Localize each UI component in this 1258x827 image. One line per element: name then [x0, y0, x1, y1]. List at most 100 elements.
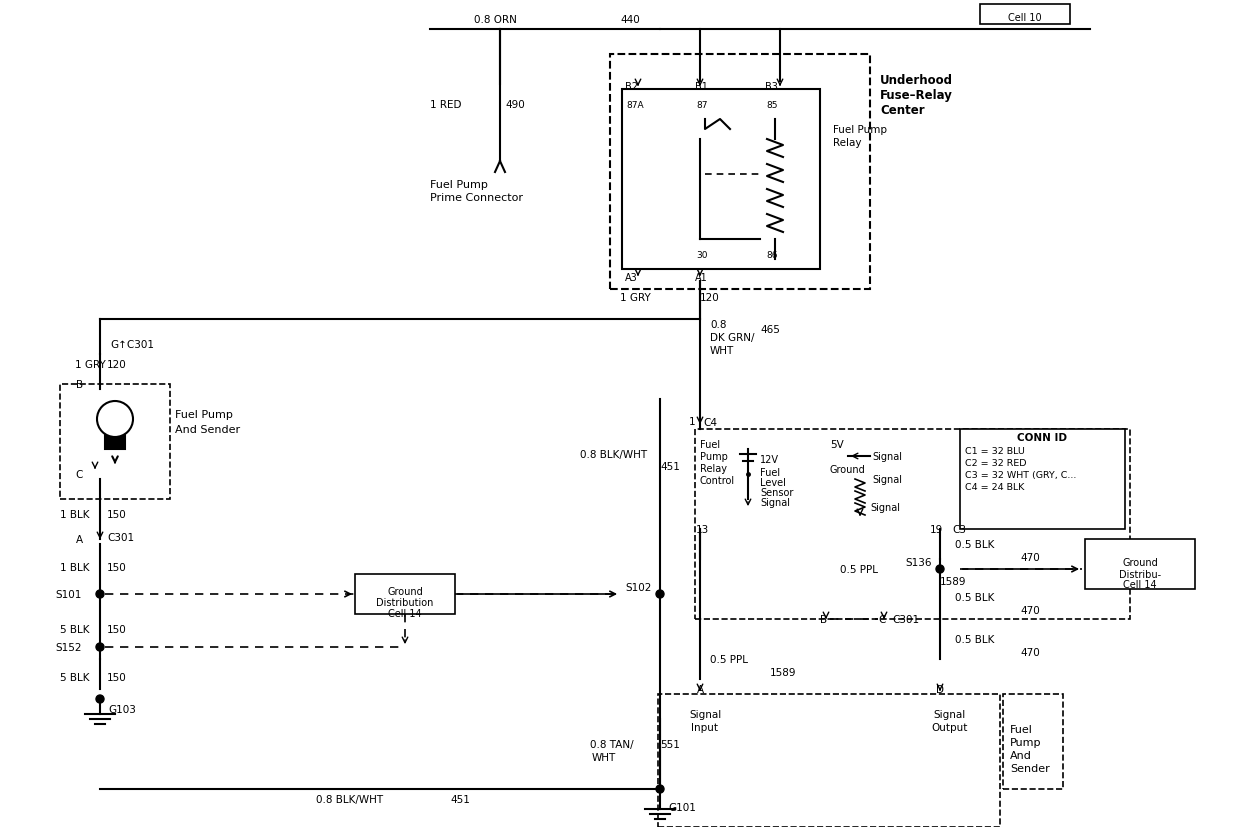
Text: 470: 470	[1020, 605, 1040, 615]
Text: 0.5 BLK: 0.5 BLK	[955, 539, 994, 549]
Text: Ground: Ground	[830, 465, 866, 475]
Text: 0.8 TAN/: 0.8 TAN/	[590, 739, 634, 749]
Bar	[694, 429, 1130, 619]
Text: Prime Connector: Prime Connector	[430, 193, 523, 203]
Text: B: B	[820, 614, 827, 624]
Text: 1589: 1589	[940, 576, 966, 586]
Text: S102: S102	[625, 582, 652, 592]
Text: 5 BLK: 5 BLK	[60, 624, 89, 634]
Circle shape	[655, 785, 664, 793]
Text: G103: G103	[108, 704, 136, 715]
Text: 1 GRY: 1 GRY	[75, 360, 106, 370]
Text: 551: 551	[660, 739, 679, 749]
Text: Sender: Sender	[1010, 763, 1049, 773]
Bar	[658, 694, 1000, 827]
Text: Signal: Signal	[689, 709, 721, 719]
Text: Underhood: Underhood	[881, 74, 954, 86]
Text: CONN ID: CONN ID	[1016, 433, 1067, 442]
Text: 1: 1	[688, 417, 694, 427]
Bar	[960, 429, 1125, 529]
Bar	[104, 434, 125, 449]
Text: B2: B2	[625, 82, 638, 92]
Text: 13: 13	[696, 524, 710, 534]
Text: 0.5 BLK: 0.5 BLK	[955, 592, 994, 602]
Text: 0.8 BLK/WHT: 0.8 BLK/WHT	[317, 794, 384, 804]
Text: 451: 451	[660, 461, 679, 471]
Text: A1: A1	[694, 273, 708, 283]
Text: 1 BLK: 1 BLK	[60, 509, 89, 519]
Text: Fuel Pump: Fuel Pump	[175, 409, 233, 419]
Text: 470: 470	[1020, 552, 1040, 562]
Text: 150: 150	[107, 509, 127, 519]
Text: 470: 470	[1020, 648, 1040, 657]
Text: Input: Input	[692, 722, 718, 732]
Text: 120: 120	[107, 360, 127, 370]
Circle shape	[936, 566, 944, 573]
Circle shape	[96, 696, 104, 703]
Text: G101: G101	[668, 802, 696, 812]
Text: Cell 14: Cell 14	[389, 609, 421, 619]
Text: Relay: Relay	[833, 138, 862, 148]
Text: 87: 87	[696, 100, 707, 109]
Text: Cell 10: Cell 10	[1008, 13, 1042, 23]
Text: S136: S136	[905, 557, 931, 567]
Text: 85: 85	[766, 100, 777, 109]
Text: 0.8: 0.8	[710, 319, 727, 330]
Circle shape	[96, 590, 104, 598]
Text: Distribu-: Distribu-	[1118, 569, 1161, 579]
Text: A: A	[75, 534, 83, 544]
Text: Ground: Ground	[1122, 557, 1157, 567]
Text: 440: 440	[620, 15, 640, 25]
Text: Ground: Ground	[387, 586, 423, 596]
Text: Fuel: Fuel	[1010, 724, 1033, 734]
Text: 5 BLK: 5 BLK	[60, 672, 89, 682]
Text: Sensor: Sensor	[760, 487, 794, 497]
Text: 0.5 BLK: 0.5 BLK	[955, 634, 994, 644]
Text: 1 GRY: 1 GRY	[620, 293, 650, 303]
Text: C4 = 24 BLK: C4 = 24 BLK	[965, 483, 1024, 492]
Text: Fuse–Relay: Fuse–Relay	[881, 88, 952, 102]
Text: Output: Output	[932, 722, 969, 732]
Text: C: C	[75, 470, 83, 480]
Text: B3: B3	[765, 82, 777, 92]
Text: Distribution: Distribution	[376, 597, 434, 607]
Text: 0.8 ORN: 0.8 ORN	[473, 15, 517, 25]
Text: 120: 120	[699, 293, 720, 303]
Text: A: A	[697, 684, 703, 694]
Text: 0.5 PPL: 0.5 PPL	[840, 564, 878, 574]
Text: Fuel: Fuel	[699, 439, 720, 449]
Circle shape	[96, 643, 104, 651]
Text: And Sender: And Sender	[175, 424, 240, 434]
Text: Pump: Pump	[699, 452, 728, 461]
Text: 0.5 PPL: 0.5 PPL	[710, 654, 749, 664]
Text: WHT: WHT	[593, 752, 616, 762]
Text: Fuel: Fuel	[760, 467, 780, 477]
Text: Signal: Signal	[760, 497, 790, 508]
Text: 1 BLK: 1 BLK	[60, 562, 89, 572]
Text: Level: Level	[760, 477, 786, 487]
Text: 5V: 5V	[830, 439, 844, 449]
Bar	[1003, 694, 1063, 789]
Text: C301: C301	[107, 533, 135, 543]
Text: 1 RED: 1 RED	[430, 100, 462, 110]
Text: S152: S152	[55, 643, 82, 653]
Text: And: And	[1010, 750, 1032, 760]
Text: 150: 150	[107, 562, 127, 572]
Text: Center: Center	[881, 103, 925, 117]
Text: A3: A3	[625, 273, 638, 283]
Text: Signal: Signal	[871, 502, 899, 513]
Bar	[1084, 539, 1195, 590]
Circle shape	[655, 590, 664, 598]
Text: 0.8 BLK/WHT: 0.8 BLK/WHT	[580, 449, 647, 460]
Text: B1: B1	[694, 82, 708, 92]
Text: Relay: Relay	[699, 463, 727, 473]
Bar	[60, 385, 170, 500]
Text: 465: 465	[760, 325, 780, 335]
Text: S101: S101	[55, 590, 82, 600]
Text: C1 = 32 BLU: C1 = 32 BLU	[965, 447, 1025, 456]
Text: D: D	[936, 684, 944, 694]
Text: 150: 150	[107, 624, 127, 634]
Bar	[610, 55, 871, 289]
Text: C3: C3	[952, 524, 966, 534]
Text: Control: Control	[699, 476, 735, 485]
